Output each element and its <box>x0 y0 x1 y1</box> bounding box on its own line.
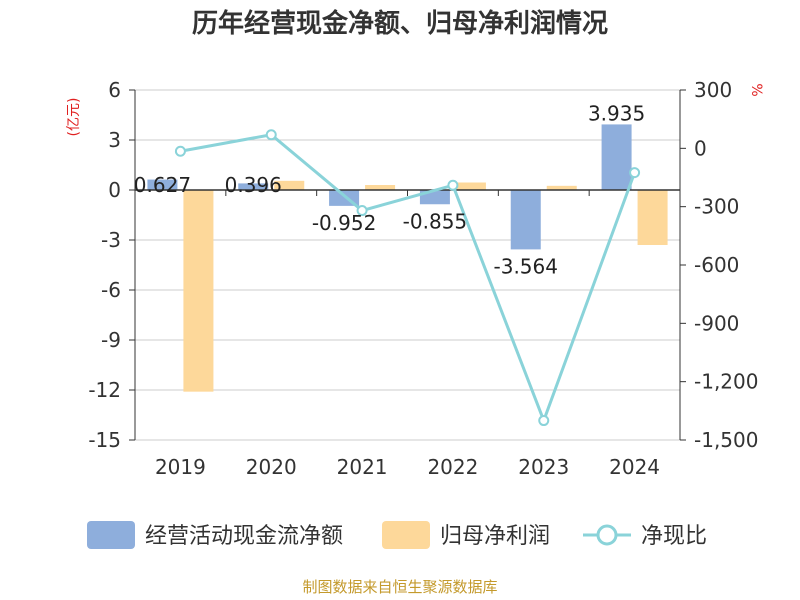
right-tick-label: -1,200 <box>694 370 758 394</box>
bar-cashflow[interactable] <box>601 124 632 190</box>
right-axis-unit: % <box>748 83 764 96</box>
right-tick-label: 0 <box>694 136 707 160</box>
legend-item-cashflow[interactable]: 经营活动现金流净额 <box>87 521 343 549</box>
bar-netprofit[interactable] <box>183 190 214 392</box>
ratio-point[interactable] <box>265 129 277 141</box>
legend-label-ratio: 净现比 <box>641 524 707 549</box>
right-tick-label: -600 <box>694 253 739 277</box>
source-note: 制图数据来自恒生聚源数据库 <box>302 578 497 596</box>
ratio-line <box>174 129 641 427</box>
bar-netprofit[interactable] <box>546 185 577 190</box>
data-label-cashflow: -3.564 <box>494 254 558 278</box>
left-tick-label: -3 <box>101 228 121 252</box>
bar-cashflow[interactable] <box>238 183 269 190</box>
left-tick-label: -6 <box>101 278 121 302</box>
legend-label-netprofit: 归母净利润 <box>440 524 550 549</box>
ratio-point[interactable] <box>629 167 641 179</box>
grid <box>135 89 680 441</box>
right-tick-label: -900 <box>694 311 739 335</box>
legend-swatch-netprofit <box>382 521 430 549</box>
data-labels: 0.627 0.396 -0.952 -0.855 -3.564 3.935 <box>134 101 645 278</box>
left-tick-label: 3 <box>108 128 121 152</box>
legend-marker-ratio <box>596 524 618 546</box>
chart-title: 历年经营现金净额、归母净利润情况 <box>192 8 608 39</box>
left-tick-label: -9 <box>101 328 121 352</box>
category-label: 2023 <box>518 455 569 479</box>
right-tick-label: -300 <box>694 195 739 219</box>
legend-item-ratio[interactable]: 净现比 <box>583 524 707 549</box>
left-axis-unit: (亿元) <box>66 98 82 137</box>
left-tick-label: 0 <box>108 178 121 202</box>
right-axis: 300 0 -300 -600 -900 -1,200 -1,500 <box>679 78 758 452</box>
bar-cashflow[interactable] <box>147 179 178 190</box>
left-tick-label: -12 <box>88 378 121 402</box>
bars <box>147 124 668 392</box>
category-label: 2024 <box>609 455 660 479</box>
category-label: 2020 <box>246 455 297 479</box>
legend: 经营活动现金流净额 归母净利润 净现比 <box>87 521 707 549</box>
legend-label-cashflow: 经营活动现金流净额 <box>145 524 343 549</box>
ratio-point[interactable] <box>538 415 550 427</box>
data-label-cashflow: -0.952 <box>312 211 376 235</box>
data-label-cashflow: 0.396 <box>225 173 282 197</box>
x-axis: 2019 2020 2021 2022 2023 2024 <box>134 189 681 479</box>
ratio-point[interactable] <box>174 145 186 157</box>
bar-netprofit[interactable] <box>637 190 668 245</box>
bar-netprofit[interactable] <box>365 185 396 190</box>
left-axis: 6 3 0 -3 -6 -9 -12 -15 <box>88 78 136 452</box>
ratio-point[interactable] <box>447 179 459 191</box>
left-tick-label: -15 <box>88 428 121 452</box>
category-label: 2022 <box>427 455 478 479</box>
bar-cashflow[interactable] <box>510 190 541 250</box>
right-tick-label: 300 <box>694 78 732 102</box>
bar-netprofit[interactable] <box>274 180 305 190</box>
category-label: 2021 <box>337 455 388 479</box>
bar-netprofit[interactable] <box>455 182 486 191</box>
ratio-line-path <box>180 133 636 425</box>
data-label-cashflow: 0.627 <box>134 173 191 197</box>
legend-swatch-cashflow <box>87 521 135 549</box>
category-label: 2019 <box>155 455 206 479</box>
data-label-cashflow: 3.935 <box>588 101 645 125</box>
right-tick-label: -1,500 <box>694 428 758 452</box>
legend-item-netprofit[interactable]: 归母净利润 <box>382 521 550 549</box>
left-tick-label: 6 <box>108 78 121 102</box>
ratio-point[interactable] <box>356 205 368 217</box>
data-label-cashflow: -0.855 <box>403 209 467 233</box>
